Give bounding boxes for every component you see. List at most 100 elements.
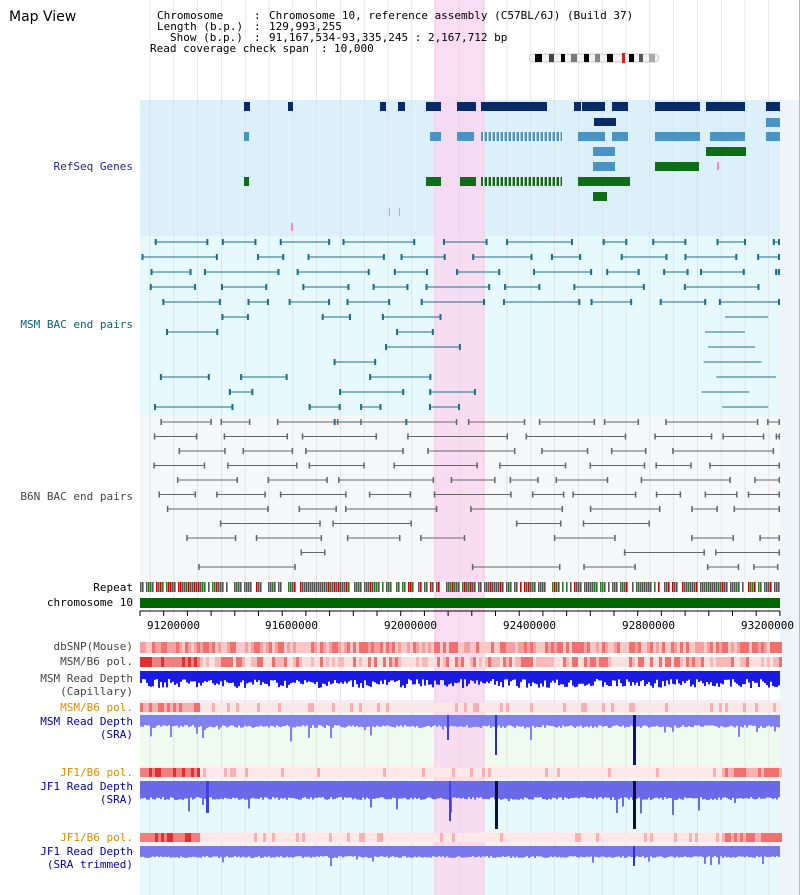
- dbsnp-cell: [734, 642, 737, 653]
- msm-depth-capillary-bar: [524, 671, 526, 680]
- b6n-bac-end: [732, 535, 735, 541]
- jf1-b6-pol-cell: [707, 768, 710, 777]
- track-label-dbsnp[interactable]: dbSNP(Mouse): [53, 640, 133, 653]
- track-label-msm-bac[interactable]: MSM BAC end pairs: [20, 318, 133, 331]
- msm-b6-pol-cell: [452, 657, 455, 667]
- jf1-depth-trimmed-bar: [364, 846, 366, 857]
- jf1-b6-pol-cell: [245, 768, 248, 777]
- repeat-element: [644, 582, 646, 592]
- jf1-depth-sra-bar: [322, 781, 324, 798]
- jf1-b6-pol-cell: [317, 768, 320, 777]
- msm-b6-pol2-cell: [437, 703, 440, 712]
- jf1-b6-pol2-cell: [329, 833, 332, 842]
- msm-depth-sra-bar: [550, 715, 552, 726]
- b6n-bac-end: [463, 535, 466, 541]
- msm-depth-sra-bar: [460, 715, 462, 727]
- msm-depth-sra-bar: [276, 715, 278, 726]
- track-label-chromosome[interactable]: chromosome 10: [46, 596, 133, 609]
- dbsnp-cell: [764, 642, 767, 653]
- msm-depth-sra-bar: [498, 715, 500, 726]
- jf1-b6-pol-cell: [278, 768, 281, 777]
- track-label-refseq[interactable]: RefSeq Genes: [53, 160, 133, 173]
- track-label-msm-depth-capillary-1[interactable]: MSM Read Depth: [40, 672, 133, 685]
- msm-depth-sra-bar: [328, 715, 330, 726]
- msm-depth-capillary-bar: [274, 671, 276, 681]
- jf1-depth-sra-bar: [682, 781, 684, 800]
- msm-depth-sra-bar: [196, 715, 198, 734]
- msm-depth-capillary-bar: [144, 671, 146, 680]
- jf1-b6-pol-cell: [722, 768, 725, 777]
- chromosome-ideogram[interactable]: [529, 53, 659, 63]
- repeat-element: [696, 582, 698, 592]
- msm-b6-pol2-cell: [377, 703, 380, 712]
- msm-b6-pol-cell: [554, 657, 557, 667]
- repeat-element: [486, 582, 488, 592]
- track-label-msm-depth-sra-1[interactable]: MSM Read Depth: [40, 715, 133, 728]
- msm-b6-pol-cell: [179, 657, 182, 667]
- msm-depth-sra-bar: [662, 715, 664, 727]
- msm-depth-capillary-bar: [352, 671, 354, 687]
- repeat-element: [622, 582, 624, 592]
- msm-depth-capillary-bar: [630, 671, 632, 686]
- dbsnp-cell: [377, 642, 380, 653]
- jf1-depth-sra-bar: [612, 781, 614, 798]
- track-label-msm-b6-pol-2[interactable]: MSM/B6 pol.: [60, 701, 133, 714]
- jf1-depth-trimmed-bar: [726, 846, 728, 858]
- msm-depth-sra-bar: [398, 715, 400, 727]
- msm-depth-capillary-bar: [672, 671, 674, 684]
- b6n-bac-end: [279, 491, 282, 498]
- jf1-b6-pol-cell: [413, 768, 416, 777]
- jf1-depth-sra-bar: [424, 781, 426, 800]
- track-label-msm-b6-pol-1[interactable]: MSM/B6 pol.: [60, 655, 133, 668]
- exon-gap: [543, 132, 545, 141]
- exon-gap: [559, 177, 561, 186]
- jf1-depth-trimmed-bar: [704, 846, 706, 864]
- repeat-element: [482, 582, 484, 592]
- dbsnp-cell: [551, 642, 554, 653]
- dbsnp-cell: [533, 642, 536, 653]
- msm-depth-sra-bar: [374, 715, 376, 728]
- jf1-depth-trimmed-bar: [544, 846, 546, 858]
- track-label-jf1-b6-pol-1[interactable]: JF1/B6 pol.: [60, 766, 133, 779]
- exon-gap: [491, 177, 493, 186]
- jf1-depth-trimmed-bar: [330, 846, 332, 867]
- track-label-repeat[interactable]: Repeat: [93, 581, 133, 594]
- jf1-b6-pol2-cell: [593, 833, 596, 842]
- track-label-jf1-b6-pol-2[interactable]: JF1/B6 pol.: [60, 831, 133, 844]
- jf1-b6-pol2-cell: [755, 833, 758, 842]
- chromosome-key: Chromosome: [157, 9, 224, 22]
- dbsnp-cell: [560, 642, 563, 653]
- msm-depth-sra-bar: [318, 715, 320, 726]
- msm-b6-pol-cell: [494, 657, 497, 667]
- msm-depth-sra-bar: [314, 715, 316, 728]
- b6n-bac-end: [513, 448, 516, 454]
- repeat-element: [730, 582, 732, 592]
- b6n-bac-end: [450, 477, 453, 483]
- jf1-b6-pol2-cell: [710, 833, 713, 842]
- msm-depth-sra-bar: [526, 715, 528, 728]
- track-label-jf1-depth-trimmed-1[interactable]: JF1 Read Depth: [40, 845, 133, 858]
- msm-depth-capillary-bar: [460, 671, 462, 680]
- jf1-b6-pol2-cell: [386, 833, 389, 842]
- jf1-depth-trimmed-bar: [526, 846, 528, 857]
- msm-bac-end: [247, 299, 250, 305]
- track-label-b6n-bac[interactable]: B6N BAC end pairs: [20, 490, 133, 503]
- refseq-gene-green: [426, 177, 441, 186]
- msm-depth-sra-bar: [524, 715, 526, 729]
- repeat-element: [470, 582, 472, 592]
- msm-depth-sra-bar: [504, 715, 506, 728]
- jf1-b6-pol-cell: [494, 768, 497, 777]
- msm-depth-capillary-bar: [732, 671, 734, 680]
- repeat-element: [376, 582, 378, 592]
- track-label-jf1-depth-sra-1[interactable]: JF1 Read Depth: [40, 780, 133, 793]
- chromosome-bar: [140, 598, 780, 608]
- jf1-depth-trimmed-bar: [764, 846, 766, 857]
- dbsnp-cell: [365, 642, 368, 653]
- jf1-b6-pol2-cell: [416, 833, 419, 842]
- jf1-depth-trimmed-bar: [272, 846, 274, 858]
- jf1-depth-sra-bar: [534, 781, 536, 798]
- jf1-depth-sra-bar: [664, 781, 666, 798]
- msm-depth-sra-bar: [580, 715, 582, 726]
- msm-depth-capillary-bar: [500, 671, 502, 683]
